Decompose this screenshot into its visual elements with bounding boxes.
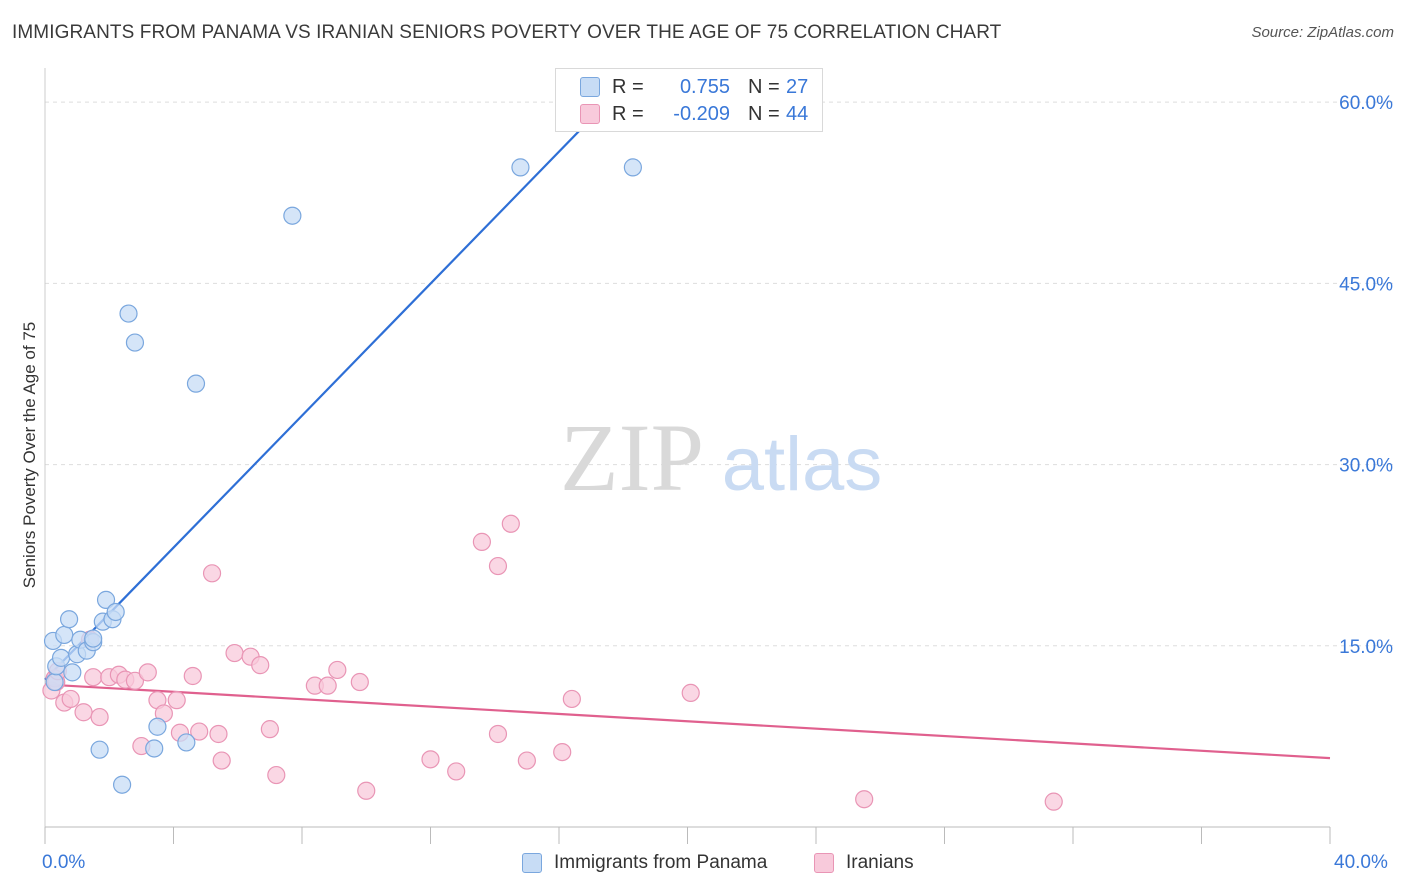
- y-tick-label-45: 45.0%: [1339, 274, 1393, 295]
- point-iranians-39: [501, 514, 520, 533]
- point-iranians-34: [357, 781, 376, 800]
- point-iranians-44: [681, 683, 700, 703]
- x-axis-max-label: 40.0%: [1334, 852, 1388, 873]
- legend-n-value-iranians: 44: [786, 102, 809, 125]
- point-panama-24: [283, 206, 302, 225]
- point-iranians-21: [190, 722, 209, 741]
- point-iranians-32: [328, 660, 347, 680]
- point-panama-5: [59, 610, 79, 629]
- legend-n-label: N =: [748, 75, 780, 98]
- point-iranians-43: [562, 689, 581, 709]
- point-iranians-18: [167, 691, 186, 710]
- point-iranians-27: [251, 656, 270, 675]
- series-swatch-iranians: [814, 853, 834, 873]
- point-iranians-36: [447, 762, 466, 781]
- legend-swatch-panama: [580, 77, 600, 97]
- point-iranians-42: [553, 742, 572, 762]
- point-iranians-28: [260, 720, 279, 739]
- point-iranians-22: [202, 564, 222, 583]
- legend-r-value-iranians: -0.209: [673, 102, 730, 125]
- point-panama-19: [148, 717, 167, 736]
- point-iranians-23: [209, 724, 228, 744]
- point-iranians-41: [517, 751, 536, 770]
- point-panama-22: [125, 333, 145, 352]
- point-iranians-45: [855, 790, 874, 809]
- point-iranians-5: [61, 689, 80, 709]
- watermark: ZIP atlas: [560, 404, 882, 511]
- point-iranians-40: [488, 724, 508, 744]
- point-iranians-38: [488, 556, 508, 576]
- trend-lines: [44, 101, 1331, 760]
- point-panama-21: [119, 304, 138, 323]
- point-iranians-25: [225, 643, 244, 663]
- y-tick-label-60: 60.0%: [1339, 93, 1393, 114]
- y-tick-label-15: 15.0%: [1339, 637, 1393, 658]
- source-credit: Source: ZipAtlas.com: [1251, 24, 1394, 41]
- watermark-zip: ZIP: [560, 404, 704, 511]
- legend-n-label: N =: [748, 102, 780, 125]
- point-panama-1: [45, 672, 64, 692]
- x-axis-min-label: 0.0%: [42, 852, 86, 873]
- legend-r-value-panama: 0.755: [679, 75, 730, 98]
- series-swatch-panama: [522, 853, 542, 873]
- point-panama-20: [177, 733, 196, 752]
- trend-line-iranians: [44, 683, 1331, 760]
- legend-n-value-panama: 27: [786, 75, 809, 98]
- point-iranians-15: [138, 663, 157, 682]
- point-panama-25: [511, 158, 530, 177]
- point-panama-23: [186, 374, 206, 393]
- point-panama-18: [145, 739, 164, 758]
- axes: [44, 68, 1331, 844]
- legend-swatch-iranians: [580, 104, 600, 124]
- series-legend-label-panama: Immigrants from Panama: [554, 852, 768, 873]
- legend-r-label: R =: [612, 75, 644, 98]
- point-panama-17: [112, 775, 132, 794]
- data-points: [42, 158, 1063, 811]
- legend-row-panama: R = 0.755 N = 27: [580, 76, 808, 98]
- series-legend-iranians[interactable]: Iranians: [814, 852, 914, 874]
- y-tick-label-30: 30.0%: [1339, 456, 1393, 477]
- correlation-legend: R = 0.755 N = 27 R = -0.209 N = 44: [555, 68, 823, 132]
- y-axis-label: Seniors Poverty Over the Age of 75: [20, 321, 39, 589]
- series-legend-label-iranians: Iranians: [846, 852, 914, 873]
- point-iranians-31: [318, 676, 337, 695]
- point-iranians-7: [84, 668, 103, 687]
- point-panama-13: [96, 590, 116, 609]
- point-panama-15: [106, 602, 125, 622]
- point-iranians-6: [74, 703, 93, 722]
- chart-title: IMMIGRANTS FROM PANAMA VS IRANIAN SENIOR…: [12, 22, 1002, 43]
- watermark-atlas: atlas: [722, 422, 883, 507]
- point-panama-26: [623, 158, 642, 177]
- y-tick-labels: 15.0% 30.0% 45.0% 60.0%: [1339, 93, 1393, 658]
- point-iranians-8: [90, 707, 109, 727]
- point-iranians-29: [267, 765, 286, 785]
- point-iranians-35: [421, 750, 440, 769]
- legend-r-label: R =: [612, 102, 644, 125]
- point-iranians-33: [350, 672, 369, 692]
- point-panama-4: [55, 625, 74, 645]
- grid-lines: [45, 101, 1395, 647]
- series-legend: Immigrants from Panama Iranians: [0, 852, 1406, 878]
- point-panama-11: [84, 629, 103, 648]
- point-iranians-20: [183, 666, 202, 686]
- trend-line-panama: [44, 101, 608, 681]
- point-iranians-46: [1044, 792, 1063, 811]
- point-iranians-24: [212, 751, 231, 770]
- point-iranians-13: [125, 671, 145, 690]
- point-panama-3: [51, 648, 71, 667]
- series-legend-panama[interactable]: Immigrants from Panama: [522, 852, 767, 874]
- point-iranians-37: [472, 532, 491, 551]
- point-panama-6: [63, 663, 82, 682]
- point-panama-16: [90, 740, 109, 759]
- legend-row-iranians: R = -0.209 N = 44: [580, 103, 808, 125]
